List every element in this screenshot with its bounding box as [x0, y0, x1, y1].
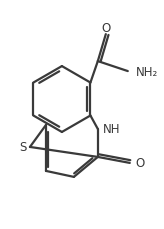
Text: NH₂: NH₂ [136, 65, 158, 78]
Text: O: O [101, 22, 110, 35]
Text: NH: NH [103, 123, 120, 136]
Text: O: O [136, 157, 145, 170]
Text: S: S [19, 141, 27, 154]
